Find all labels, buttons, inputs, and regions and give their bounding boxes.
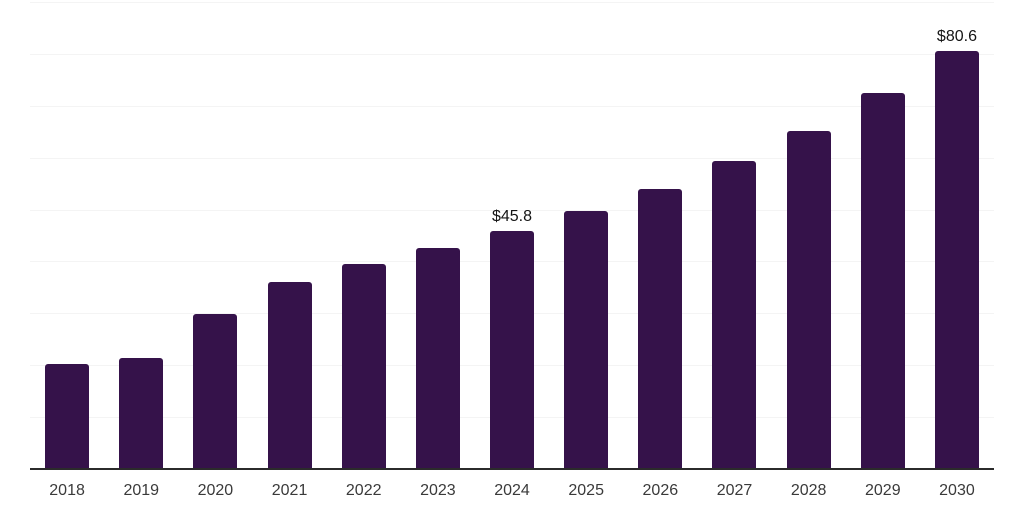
bar-2023	[415, 247, 460, 469]
x-tick-2023: 2023	[420, 482, 456, 499]
bar-slot-2023	[401, 2, 475, 469]
data-label-2030: $80.6	[936, 27, 977, 45]
bar-slot-2021	[252, 2, 326, 469]
bar-2022	[341, 264, 386, 469]
x-tick-2020: 2020	[197, 482, 234, 499]
bar-slot-2025	[549, 2, 623, 469]
gridline-50	[30, 209, 994, 211]
bar-2024	[490, 231, 535, 469]
bar-slot-2029	[846, 2, 920, 469]
bar-2030	[934, 50, 979, 469]
bar-slot-2018	[30, 2, 104, 469]
bar-2027	[712, 160, 757, 469]
bar-2019	[119, 358, 164, 469]
x-tick-2029: 2029	[865, 482, 901, 499]
bar-2026	[638, 189, 683, 469]
bar-slot-2024: $45.8	[475, 2, 549, 469]
x-tick-2028: 2028	[790, 482, 827, 499]
x-tick-2021: 2021	[271, 482, 308, 499]
bar-slot-2030: $80.6	[920, 2, 994, 469]
bar-slot-2019	[104, 2, 178, 469]
bar-2029	[860, 93, 905, 469]
bar-slot-2028	[772, 2, 846, 469]
x-tick-2027: 2027	[716, 482, 753, 499]
x-tick-2026: 2026	[642, 482, 679, 499]
x-axis-line	[30, 468, 994, 470]
x-axis-tick-labels: 2018 2019 2020 2021 2022 2023 2024 2025 2026 2027…	[30, 482, 994, 500]
data-label-2024: $45.8	[491, 208, 533, 226]
bar-2018	[45, 364, 90, 469]
bar-2020	[193, 313, 238, 469]
plot-area: $45.8 $80.6	[30, 2, 994, 469]
bar-2028	[786, 130, 831, 469]
gridline-60	[30, 157, 994, 159]
gridline-90	[30, 2, 994, 3]
bar-slot-2027	[697, 2, 771, 469]
bar-slot-2020	[178, 2, 252, 469]
bar-2021	[267, 281, 312, 469]
x-tick-2030: 2030	[939, 482, 975, 499]
x-tick-2022: 2022	[345, 482, 382, 499]
x-tick-2019: 2019	[123, 482, 160, 499]
bar-slot-2026	[623, 2, 697, 469]
x-tick-2024: 2024	[494, 482, 530, 499]
bar-2025	[564, 211, 609, 469]
bar-slot-2022	[327, 2, 401, 469]
x-tick-2025: 2025	[568, 482, 604, 499]
gridline-80	[30, 53, 994, 55]
bars-container: $45.8 $80.6	[30, 2, 994, 469]
gridline-70	[30, 105, 994, 107]
x-tick-2018: 2018	[49, 482, 85, 499]
